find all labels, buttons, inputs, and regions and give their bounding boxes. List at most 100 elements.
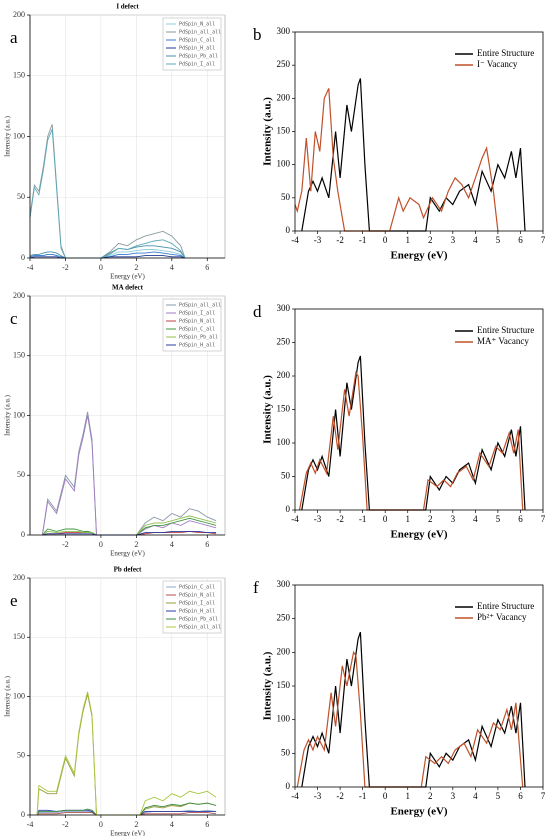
y-tick-label: 300 <box>277 579 291 589</box>
x-tick-label: 6 <box>205 540 209 549</box>
legend-label: Entire Structure <box>477 325 534 335</box>
plot-frame <box>294 31 544 232</box>
x-tick-label: 3 <box>451 235 456 245</box>
x-tick-label: 2 <box>428 514 433 524</box>
y-tick-label: 0 <box>21 530 25 539</box>
legend-label: PdSpin_N_all <box>179 22 215 28</box>
x-tick-label: 6 <box>518 514 523 524</box>
x-axis-label: Energy (eV) <box>110 830 145 836</box>
legend-label: PdSpin_all_all <box>179 303 221 309</box>
plot-frame <box>294 308 544 511</box>
x-tick-label: 6 <box>518 235 523 245</box>
panel-label: c <box>10 309 18 328</box>
x-tick-label: -2 <box>62 263 69 272</box>
legend-label: PdSpin_C_all <box>179 327 215 333</box>
legend-label: I⁻ Vacancy <box>477 59 518 69</box>
x-tick-label: -2 <box>62 820 69 829</box>
series-line <box>29 124 186 259</box>
x-tick-label: -2 <box>336 791 344 801</box>
x-tick-label: -2 <box>62 540 69 549</box>
y-tick-label: 250 <box>277 337 291 347</box>
y-tick-label: 150 <box>13 71 25 80</box>
chart-title: Pb defect <box>114 566 142 574</box>
x-tick-label: -1 <box>359 514 367 524</box>
x-tick-label: -4 <box>291 791 299 801</box>
x-tick-label: -2 <box>336 514 344 524</box>
legend-label: PdSpin_C_all <box>179 585 215 591</box>
y-tick-label: 300 <box>277 26 291 36</box>
x-tick-label: -4 <box>291 514 299 524</box>
y-tick-label: 0 <box>21 253 25 262</box>
y-tick-label: 50 <box>17 192 25 201</box>
x-tick-label: 4 <box>473 514 478 524</box>
panel-label: b <box>253 25 262 44</box>
y-tick-label: 50 <box>281 471 291 481</box>
x-tick-label: 5 <box>496 514 501 524</box>
x-tick-label: -1 <box>359 235 367 245</box>
y-tick-label: 200 <box>277 92 291 102</box>
series-line <box>29 245 186 259</box>
y-tick-label: 0 <box>286 504 291 514</box>
series-line <box>301 78 526 232</box>
x-tick-label: 1 <box>405 235 410 245</box>
x-tick-label: 4 <box>473 791 478 801</box>
y-tick-label: 200 <box>13 10 25 19</box>
y-tick-label: 100 <box>277 437 291 447</box>
x-axis-label: Energy (eV) <box>390 529 447 541</box>
x-axis-label: Energy (eV) <box>110 550 145 558</box>
legend-label: PdSpin_I_all <box>179 62 215 68</box>
y-axis-label: Intensity (a.u.) <box>262 651 274 720</box>
x-tick-label: 6 <box>518 791 523 801</box>
y-tick-label: 0 <box>286 781 291 791</box>
legend-label: Entire Structure <box>477 601 534 611</box>
x-tick-label: 4 <box>170 540 174 549</box>
x-tick-label: -2 <box>336 235 344 245</box>
x-tick-label: 1 <box>405 791 410 801</box>
y-tick-label: 300 <box>277 303 291 313</box>
series-line <box>294 88 499 232</box>
x-tick-label: 0 <box>383 235 388 245</box>
x-tick-label: 7 <box>541 235 546 245</box>
y-tick-label: 200 <box>13 573 25 582</box>
legend-label: MA⁺ Vacancy <box>477 336 529 346</box>
y-tick-label: 100 <box>277 159 291 169</box>
x-axis-label: Energy (eV) <box>390 250 447 262</box>
legend-label: Entire Structure <box>477 48 534 58</box>
y-tick-label: 50 <box>17 470 25 479</box>
x-tick-label: 0 <box>383 514 388 524</box>
y-tick-label: 200 <box>277 370 291 380</box>
y-axis-label: Intensity (a.u.) <box>262 375 274 444</box>
chart-title: I defect <box>116 3 139 11</box>
x-tick-label: 5 <box>496 235 501 245</box>
series-line <box>29 255 186 259</box>
x-tick-label: 2 <box>134 820 138 829</box>
plot-frame <box>294 584 544 788</box>
x-tick-label: 2 <box>134 263 138 272</box>
legend-label: PdSpin_C_all <box>179 38 215 44</box>
legend-label: PdSpin_I_all <box>179 311 215 317</box>
y-tick-label: 50 <box>281 747 291 757</box>
x-tick-label: 0 <box>99 540 103 549</box>
panel-label: d <box>253 302 262 321</box>
x-tick-label: 6 <box>205 820 209 829</box>
panel-label: e <box>10 591 18 610</box>
x-tick-label: -1 <box>359 791 367 801</box>
y-tick-label: 50 <box>17 751 25 760</box>
chart-title: MA defect <box>112 284 144 292</box>
x-tick-label: 6 <box>205 263 209 272</box>
legend-label: PdSpin_Pb_all <box>179 54 218 60</box>
legend-label: PdSpin_all_all <box>179 625 221 631</box>
legend-label: PdSpin_N_all <box>179 319 215 325</box>
y-tick-label: 0 <box>286 225 291 235</box>
y-tick-label: 100 <box>13 131 25 140</box>
y-axis-label: Intensity (a.u.) <box>4 115 12 157</box>
series-line <box>29 129 186 259</box>
legend-label: PdSpin_Pb_all <box>179 617 218 623</box>
x-tick-label: 5 <box>496 791 501 801</box>
y-tick-label: 100 <box>277 714 291 724</box>
y-tick-label: 200 <box>277 646 291 656</box>
x-tick-label: -3 <box>314 791 322 801</box>
x-axis-label: Energy (eV) <box>110 273 145 281</box>
y-tick-label: 0 <box>21 810 25 819</box>
